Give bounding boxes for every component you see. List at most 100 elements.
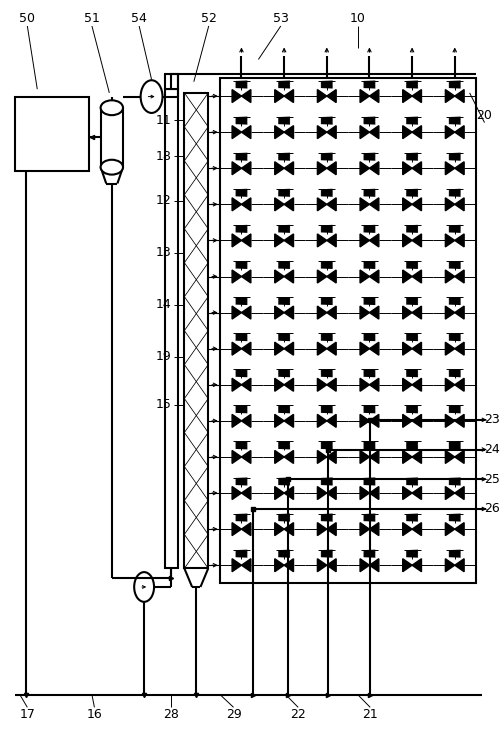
Polygon shape [360, 487, 369, 499]
Polygon shape [369, 198, 379, 211]
Polygon shape [275, 234, 284, 247]
Text: 22: 22 [290, 708, 306, 721]
Polygon shape [275, 90, 284, 103]
Polygon shape [318, 559, 327, 571]
Polygon shape [369, 450, 379, 464]
Polygon shape [412, 378, 421, 392]
Polygon shape [445, 559, 455, 571]
Text: 23: 23 [484, 413, 500, 426]
Bar [15, 97, 90, 171]
Polygon shape [327, 90, 336, 103]
Polygon shape [327, 198, 336, 211]
Polygon shape [369, 487, 379, 499]
Polygon shape [241, 234, 251, 247]
Polygon shape [445, 162, 455, 175]
Polygon shape [455, 306, 464, 319]
Polygon shape [241, 306, 251, 319]
Polygon shape [284, 378, 294, 392]
Text: 29: 29 [225, 708, 241, 721]
Text: 20: 20 [476, 108, 492, 122]
Polygon shape [455, 343, 464, 355]
Polygon shape [284, 522, 294, 536]
Text: 26: 26 [484, 502, 500, 516]
Polygon shape [327, 522, 336, 536]
Ellipse shape [101, 100, 123, 115]
Polygon shape [101, 167, 123, 184]
Polygon shape [412, 415, 421, 427]
Text: 13: 13 [156, 246, 172, 259]
Polygon shape [232, 378, 241, 392]
Polygon shape [327, 306, 336, 319]
Polygon shape [327, 270, 336, 283]
Polygon shape [327, 559, 336, 571]
Polygon shape [403, 450, 412, 464]
Polygon shape [360, 90, 369, 103]
Text: 24: 24 [484, 443, 500, 456]
Text: 21: 21 [362, 708, 378, 721]
Polygon shape [412, 90, 421, 103]
Text: 18: 18 [156, 149, 172, 163]
Ellipse shape [101, 160, 123, 175]
Polygon shape [284, 559, 294, 571]
Polygon shape [232, 126, 241, 139]
Polygon shape [360, 126, 369, 139]
Polygon shape [403, 234, 412, 247]
Polygon shape [318, 306, 327, 319]
Polygon shape [318, 270, 327, 283]
Polygon shape [232, 487, 241, 499]
Polygon shape [403, 343, 412, 355]
Polygon shape [403, 162, 412, 175]
Polygon shape [241, 198, 251, 211]
Polygon shape [232, 343, 241, 355]
Polygon shape [445, 234, 455, 247]
Polygon shape [455, 198, 464, 211]
Polygon shape [360, 343, 369, 355]
Polygon shape [455, 90, 464, 103]
Polygon shape [360, 270, 369, 283]
Polygon shape [327, 378, 336, 392]
Polygon shape [403, 378, 412, 392]
Polygon shape [241, 162, 251, 175]
Polygon shape [275, 126, 284, 139]
Polygon shape [284, 198, 294, 211]
Polygon shape [275, 450, 284, 464]
Text: 19: 19 [156, 350, 172, 363]
Text: 11: 11 [156, 114, 172, 127]
Polygon shape [455, 126, 464, 139]
Polygon shape [327, 162, 336, 175]
Polygon shape [275, 343, 284, 355]
Polygon shape [403, 487, 412, 499]
Polygon shape [369, 378, 379, 392]
Polygon shape [360, 306, 369, 319]
Polygon shape [241, 415, 251, 427]
Polygon shape [275, 487, 284, 499]
Polygon shape [232, 90, 241, 103]
Polygon shape [403, 559, 412, 571]
Polygon shape [360, 559, 369, 571]
Polygon shape [232, 306, 241, 319]
Bar [184, 93, 208, 568]
Polygon shape [241, 559, 251, 571]
Polygon shape [360, 198, 369, 211]
Polygon shape [275, 306, 284, 319]
Polygon shape [360, 234, 369, 247]
Polygon shape [369, 270, 379, 283]
Polygon shape [403, 415, 412, 427]
Polygon shape [455, 559, 464, 571]
Polygon shape [445, 126, 455, 139]
Polygon shape [284, 415, 294, 427]
Polygon shape [318, 90, 327, 103]
Polygon shape [241, 378, 251, 392]
Polygon shape [445, 378, 455, 392]
Polygon shape [445, 306, 455, 319]
Text: 14: 14 [156, 298, 172, 311]
Polygon shape [318, 343, 327, 355]
Polygon shape [455, 415, 464, 427]
Polygon shape [232, 162, 241, 175]
Polygon shape [327, 343, 336, 355]
Polygon shape [284, 126, 294, 139]
Polygon shape [232, 415, 241, 427]
Polygon shape [275, 270, 284, 283]
Polygon shape [275, 198, 284, 211]
Polygon shape [403, 126, 412, 139]
